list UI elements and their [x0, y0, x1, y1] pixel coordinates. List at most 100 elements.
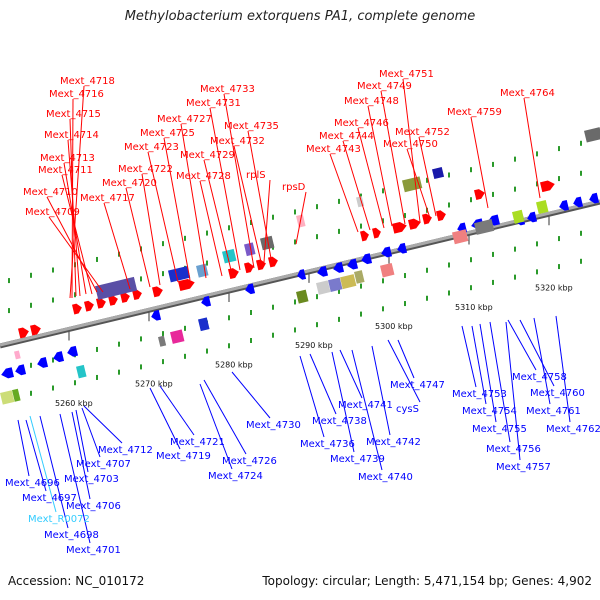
tick-label: 5270 kbp — [135, 380, 173, 389]
ring-dash — [360, 193, 362, 199]
reverse-leader-line — [309, 353, 337, 415]
ring-dash — [74, 380, 76, 386]
gene-feature-block — [272, 233, 283, 248]
ring-dash — [470, 167, 472, 173]
forward-gene-arrow — [407, 218, 421, 230]
ring-dash — [514, 274, 516, 280]
gene-label-forward: Mext_4751 — [379, 69, 434, 80]
reverse-leader-line — [39, 415, 69, 529]
reverse-leader-line — [397, 339, 415, 379]
gene-feature-block — [13, 350, 21, 360]
reverse-leader-line — [471, 325, 487, 405]
forward-leader-line — [46, 196, 98, 293]
gene-label-forward: Mext_4733 — [200, 84, 255, 95]
forward-leader-line — [406, 148, 431, 219]
reverse-leader-line — [519, 319, 555, 387]
gene-feature-block — [158, 335, 167, 347]
forward-leader-line — [329, 153, 359, 233]
forward-gene-arrow — [152, 286, 163, 298]
ring-dash — [470, 257, 472, 263]
gene-label-reverse: Mext_4738 — [312, 416, 367, 427]
label-leader-lines — [17, 78, 571, 544]
gene-label-forward: Mext_4729 — [180, 150, 235, 161]
ring-dash — [96, 374, 98, 380]
gene-label-reverse: Mext_4736 — [300, 439, 355, 450]
gene-label-forward: Mext_4718 — [60, 76, 115, 87]
ring-dash — [294, 209, 296, 215]
forward-gene-arrow — [392, 222, 407, 234]
ring-dash — [140, 336, 142, 342]
gene-label-forward: Mext_4713 — [40, 153, 95, 164]
ring-dash — [272, 214, 274, 220]
reverse-gene-arrow — [53, 351, 65, 363]
gene-label-forward: Mext_4743 — [306, 144, 361, 155]
ring-dash — [492, 191, 494, 197]
ring-dash — [426, 295, 428, 301]
gene-feature-block — [198, 317, 210, 332]
ring-dash — [404, 301, 406, 307]
forward-leader-line — [357, 127, 385, 229]
ring-dash — [118, 341, 120, 347]
ring-dash — [360, 311, 362, 317]
forward-gene-arrow — [131, 289, 142, 301]
gene-feature-block — [11, 388, 21, 402]
forward-leader-line — [48, 216, 104, 293]
gene-feature-block — [474, 219, 495, 235]
forward-gene-arrow — [71, 303, 82, 315]
ring-dash — [30, 272, 32, 278]
gene-feature-block — [316, 280, 331, 295]
gene-feature-block — [584, 127, 600, 143]
ring-dash — [338, 228, 340, 234]
reverse-leader-line — [371, 345, 391, 436]
forward-leader-line — [61, 174, 93, 295]
ring-dash — [206, 230, 208, 236]
gene-label-forward: rplS — [246, 170, 266, 181]
gene-label-reverse: Mext_4754 — [462, 406, 517, 417]
ring-dash — [514, 246, 516, 252]
ring-dash — [492, 161, 494, 167]
ring-dash — [162, 359, 164, 365]
reverse-leader-line — [351, 349, 383, 471]
forward-gene-arrow — [256, 259, 266, 271]
ring-dash — [470, 197, 472, 203]
reverse-gene-arrow — [37, 357, 49, 368]
gene-label-forward: Mext_4764 — [500, 88, 555, 99]
ring-dash — [52, 297, 54, 303]
forward-gene-arrow — [473, 189, 485, 200]
forward-leader-line — [203, 159, 233, 275]
rna-leader-line — [29, 415, 57, 513]
gene-label-reverse: Mext_4760 — [530, 388, 585, 399]
reverse-leader-line — [159, 385, 195, 436]
gene-label-reverse: Mext_4697 — [22, 493, 77, 504]
gene-label-reverse: Mext_4747 — [390, 380, 445, 391]
ring-dash — [184, 235, 186, 241]
forward-gene-arrow — [421, 213, 432, 225]
gene-feature-block — [380, 262, 395, 278]
tick-label: 5290 kbp — [295, 341, 333, 350]
tick-label: 5310 kbp — [455, 303, 493, 312]
gene-feature-block — [452, 229, 469, 245]
gene-feature-block — [243, 242, 256, 257]
reverse-gene-arrow — [527, 211, 538, 223]
gene-feature-block — [0, 390, 15, 405]
ring-dash — [162, 241, 164, 247]
gene-label-reverse: Mext_4730 — [246, 420, 301, 431]
gene-feature-block — [260, 235, 275, 251]
reverse-gene-arrow — [15, 364, 27, 376]
forward-gene-arrow — [228, 268, 239, 280]
gene-label-forward: Mext_4710 — [23, 187, 78, 198]
ring-dash — [580, 170, 582, 176]
gene-feature-block — [354, 270, 365, 284]
gene-label-forward: Mext_4728 — [176, 171, 231, 182]
map-title: Methylobacterium extorquens PA1, complet… — [124, 9, 476, 24]
ring-dash — [514, 186, 516, 192]
forward-leader-line — [103, 202, 131, 290]
gene-label-reverse: Mext_4758 — [512, 372, 567, 383]
ring-dash — [140, 276, 142, 282]
forward-gene-arrow — [119, 292, 130, 303]
ring-dash — [272, 332, 274, 338]
gene-label-reverse: Mext_4762 — [546, 424, 600, 435]
forward-leader-line — [125, 187, 151, 288]
forward-leader-line — [380, 90, 406, 225]
